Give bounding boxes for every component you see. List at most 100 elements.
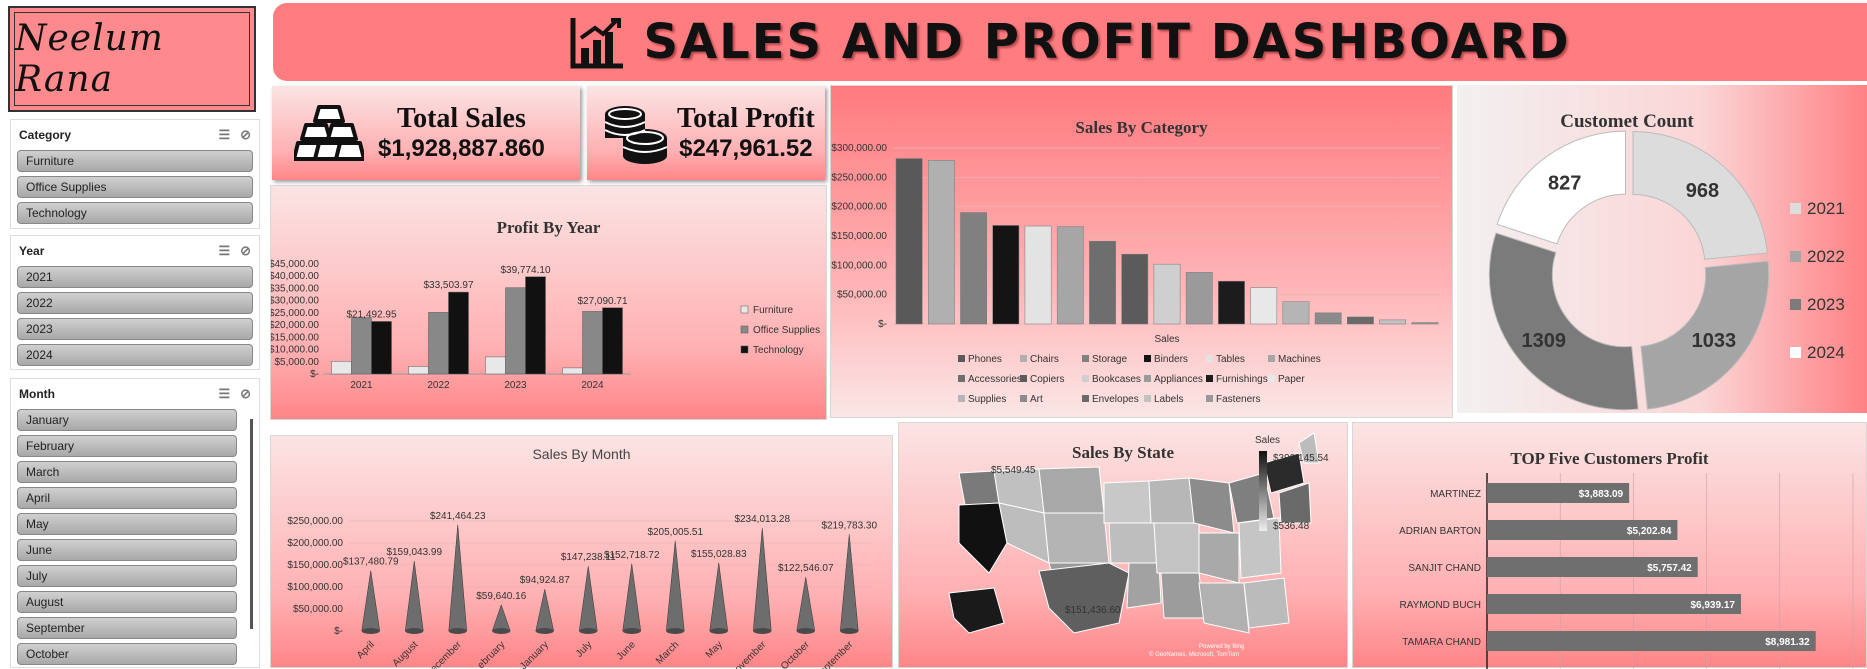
legend-swatch: [1020, 375, 1027, 382]
donut-value: 827: [1548, 172, 1581, 194]
month-slicer-item-august[interactable]: August: [17, 591, 237, 613]
month-tick-label: October: [779, 639, 812, 669]
category-bar: [927, 160, 955, 325]
month-slicer-item-march[interactable]: March: [17, 461, 237, 483]
clear-filter-icon[interactable]: ⊘: [240, 127, 251, 142]
us-map-states: [948, 432, 1320, 634]
y-tick-label: $15,000.00: [271, 332, 319, 343]
month-slicer-title: Month: [19, 387, 55, 401]
top-customers-chart: MARTINEZ $3,883.09 ADRIAN BARTON $5,202.84 S…: [1399, 473, 1854, 669]
y-tick-label: $100,000.00: [287, 582, 343, 593]
sales-by-state-title: Sales By State: [1072, 443, 1174, 462]
multi-select-icon[interactable]: ☰: [218, 243, 231, 258]
month-tick-label: June: [615, 639, 638, 662]
legend-label: Machines: [1278, 354, 1321, 365]
legend-label: Bookcases: [1092, 374, 1141, 385]
legend-swatch: [1082, 355, 1089, 362]
legend-label: Storage: [1092, 354, 1127, 365]
month-cone: [361, 570, 381, 632]
multi-select-icon[interactable]: ☰: [218, 386, 231, 401]
category-slicer-item-technology[interactable]: Technology: [17, 202, 253, 224]
month-cone: [535, 589, 555, 632]
month-cone-base: [840, 628, 859, 634]
multi-select-icon[interactable]: ☰: [218, 127, 231, 142]
month-cone-base: [405, 628, 424, 634]
donut-value: 1033: [1692, 330, 1737, 352]
profit-by-year-panel: Profit By Year $- $5,000.00 $10,000.00 $15,…: [270, 185, 827, 420]
profit-bar-technology: [525, 276, 546, 375]
y-tick-label: $100,000.00: [831, 260, 887, 271]
clear-filter-icon[interactable]: ⊘: [240, 386, 251, 401]
customer-bar: [1487, 594, 1741, 614]
legend-label: Labels: [1154, 394, 1183, 405]
customer-name: ADRIAN BARTON: [1399, 526, 1481, 537]
category-bar: [1379, 319, 1407, 325]
month-slicer-scrollbar[interactable]: [250, 419, 253, 629]
month-tick-label: August: [391, 639, 421, 669]
x-tick-label: 2021: [350, 380, 373, 391]
total-profit-value: $247,961.52: [679, 135, 813, 162]
profit-data-label: $33,503.97: [423, 280, 473, 291]
month-cone-base: [796, 628, 815, 634]
month-slicer-item-october[interactable]: October: [17, 643, 237, 665]
legend-swatch: [740, 305, 749, 314]
profit-bar-furniture: [562, 367, 583, 375]
month-data-label: $94,924.87: [520, 575, 570, 586]
customer-bar: [1487, 631, 1816, 651]
year-slicer-item-2023[interactable]: 2023: [17, 318, 253, 340]
sales-by-month-chart: $- $50,000.00 $100,000.00 $150,000.00 $200,0…: [287, 511, 877, 669]
month-cone: [752, 528, 772, 632]
donut-slice-2022: [1640, 260, 1770, 410]
profit-bar-furniture: [408, 366, 429, 375]
legend-label: 2024: [1807, 343, 1845, 362]
month-data-label: $159,043.99: [386, 547, 442, 558]
month-slicer-item-february[interactable]: February: [17, 435, 237, 457]
legend-swatch: [1268, 375, 1275, 382]
profit-data-label: $21,492.95: [346, 309, 396, 320]
legend-swatch: [1144, 355, 1151, 362]
profit-bar-office-supplies: [351, 317, 372, 375]
category-slicer-title: Category: [19, 128, 72, 142]
month-tick-label: July: [574, 639, 594, 659]
legend-swatch: [1144, 395, 1151, 402]
legend-swatch: [958, 375, 965, 382]
month-slicer-item-may[interactable]: May: [17, 513, 237, 535]
month-slicer-item-january[interactable]: January: [17, 409, 237, 431]
legend-swatch: [740, 345, 749, 354]
clear-filter-icon[interactable]: ⊘: [240, 243, 251, 258]
y-tick-label: $150,000.00: [287, 560, 343, 571]
y-tick-label: $10,000.00: [271, 345, 319, 356]
month-slicer-item-june[interactable]: June: [17, 539, 237, 561]
year-slicer-item-2024[interactable]: 2024: [17, 344, 253, 366]
y-tick-label: $-: [334, 626, 343, 637]
customer-value: $5,757.42: [1647, 563, 1692, 574]
month-cone: [709, 562, 729, 632]
category-slicer-item-office-supplies[interactable]: Office Supplies: [17, 176, 253, 198]
month-cone: [622, 563, 642, 632]
year-slicer-item-2022[interactable]: 2022: [17, 292, 253, 314]
month-data-label: $147,238.11: [561, 552, 616, 563]
state-annotation-tx: $151,436.60: [1065, 605, 1121, 616]
category-slicer: Category ☰ ⊘ Furniture Office Supplies Tech…: [10, 119, 260, 229]
profit-by-year-chart: $-$5,000.00$10,000.00 $15,000.00$20,000.0…: [271, 259, 820, 391]
dashboard-title: SALES AND PROFIT DASHBOARD: [643, 14, 1571, 70]
month-cone-base: [448, 628, 467, 634]
category-bar: [1121, 253, 1149, 325]
category-bar: [960, 212, 987, 325]
month-tick-label: ebruary: [476, 639, 508, 669]
profit-bar-furniture: [331, 361, 352, 375]
month-cone: [796, 577, 816, 632]
profit-bar-technology: [602, 307, 623, 375]
month-data-label: $137,480.79: [343, 557, 399, 568]
month-slicer-item-july[interactable]: July: [17, 565, 237, 587]
year-slicer-item-2021[interactable]: 2021: [17, 266, 253, 288]
state-annotation-ca: $5,549.45: [991, 465, 1036, 476]
legend-swatch: [1082, 395, 1089, 402]
logo-signature: Neelum Rana: [15, 18, 164, 100]
month-slicer-item-september[interactable]: September: [17, 617, 237, 639]
sales-by-category-panel: Sales By Category $- $50,000.00 $100,000.0…: [830, 85, 1453, 418]
legend-swatch: [1020, 355, 1027, 362]
month-slicer-item-april[interactable]: April: [17, 487, 237, 509]
month-data-label: $241,464.23: [430, 511, 486, 522]
category-slicer-item-furniture[interactable]: Furniture: [17, 150, 253, 172]
